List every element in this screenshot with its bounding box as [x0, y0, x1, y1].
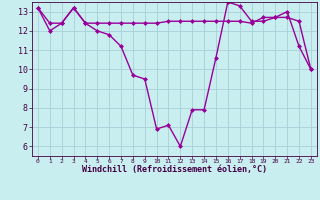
X-axis label: Windchill (Refroidissement éolien,°C): Windchill (Refroidissement éolien,°C): [82, 165, 267, 174]
